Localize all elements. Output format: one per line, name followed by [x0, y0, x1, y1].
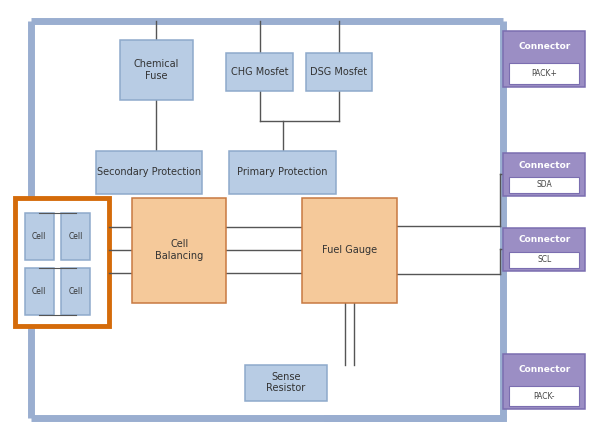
Text: Secondary Protection: Secondary Protection: [97, 167, 201, 177]
Text: Connector: Connector: [518, 365, 570, 374]
Text: PACK-: PACK-: [533, 392, 555, 401]
Text: SDA: SDA: [536, 180, 552, 189]
Text: Cell: Cell: [32, 232, 46, 241]
FancyBboxPatch shape: [509, 386, 579, 406]
Text: Cell: Cell: [32, 287, 46, 296]
FancyBboxPatch shape: [302, 198, 397, 303]
Text: Cell: Cell: [68, 287, 82, 296]
FancyBboxPatch shape: [61, 213, 90, 260]
Text: Cell
Balancing: Cell Balancing: [155, 240, 203, 261]
Text: CHG Mosfet: CHG Mosfet: [231, 67, 288, 77]
FancyBboxPatch shape: [503, 228, 585, 270]
FancyBboxPatch shape: [306, 52, 372, 91]
Text: Connector: Connector: [518, 235, 570, 244]
FancyBboxPatch shape: [24, 268, 54, 315]
FancyBboxPatch shape: [230, 151, 336, 194]
FancyBboxPatch shape: [509, 252, 579, 267]
FancyBboxPatch shape: [509, 177, 579, 193]
FancyBboxPatch shape: [244, 365, 327, 401]
Text: Sense
Resistor: Sense Resistor: [266, 372, 306, 393]
FancyBboxPatch shape: [61, 268, 90, 315]
FancyBboxPatch shape: [503, 31, 585, 87]
Text: Primary Protection: Primary Protection: [238, 167, 328, 177]
Text: SCL: SCL: [537, 255, 551, 264]
Text: DSG Mosfet: DSG Mosfet: [310, 67, 367, 77]
Text: PACK+: PACK+: [532, 69, 557, 78]
Text: Connector: Connector: [518, 42, 570, 51]
FancyBboxPatch shape: [509, 63, 579, 84]
Text: Fuel Gauge: Fuel Gauge: [322, 245, 377, 255]
Text: Chemical
Fuse: Chemical Fuse: [134, 59, 179, 80]
FancyBboxPatch shape: [503, 153, 585, 196]
Text: Connector: Connector: [518, 160, 570, 169]
FancyBboxPatch shape: [227, 52, 293, 91]
FancyBboxPatch shape: [24, 213, 54, 260]
FancyBboxPatch shape: [15, 198, 109, 326]
FancyBboxPatch shape: [96, 151, 202, 194]
FancyBboxPatch shape: [120, 40, 193, 100]
FancyBboxPatch shape: [132, 198, 227, 303]
Text: Cell: Cell: [68, 232, 82, 241]
FancyBboxPatch shape: [503, 354, 585, 409]
